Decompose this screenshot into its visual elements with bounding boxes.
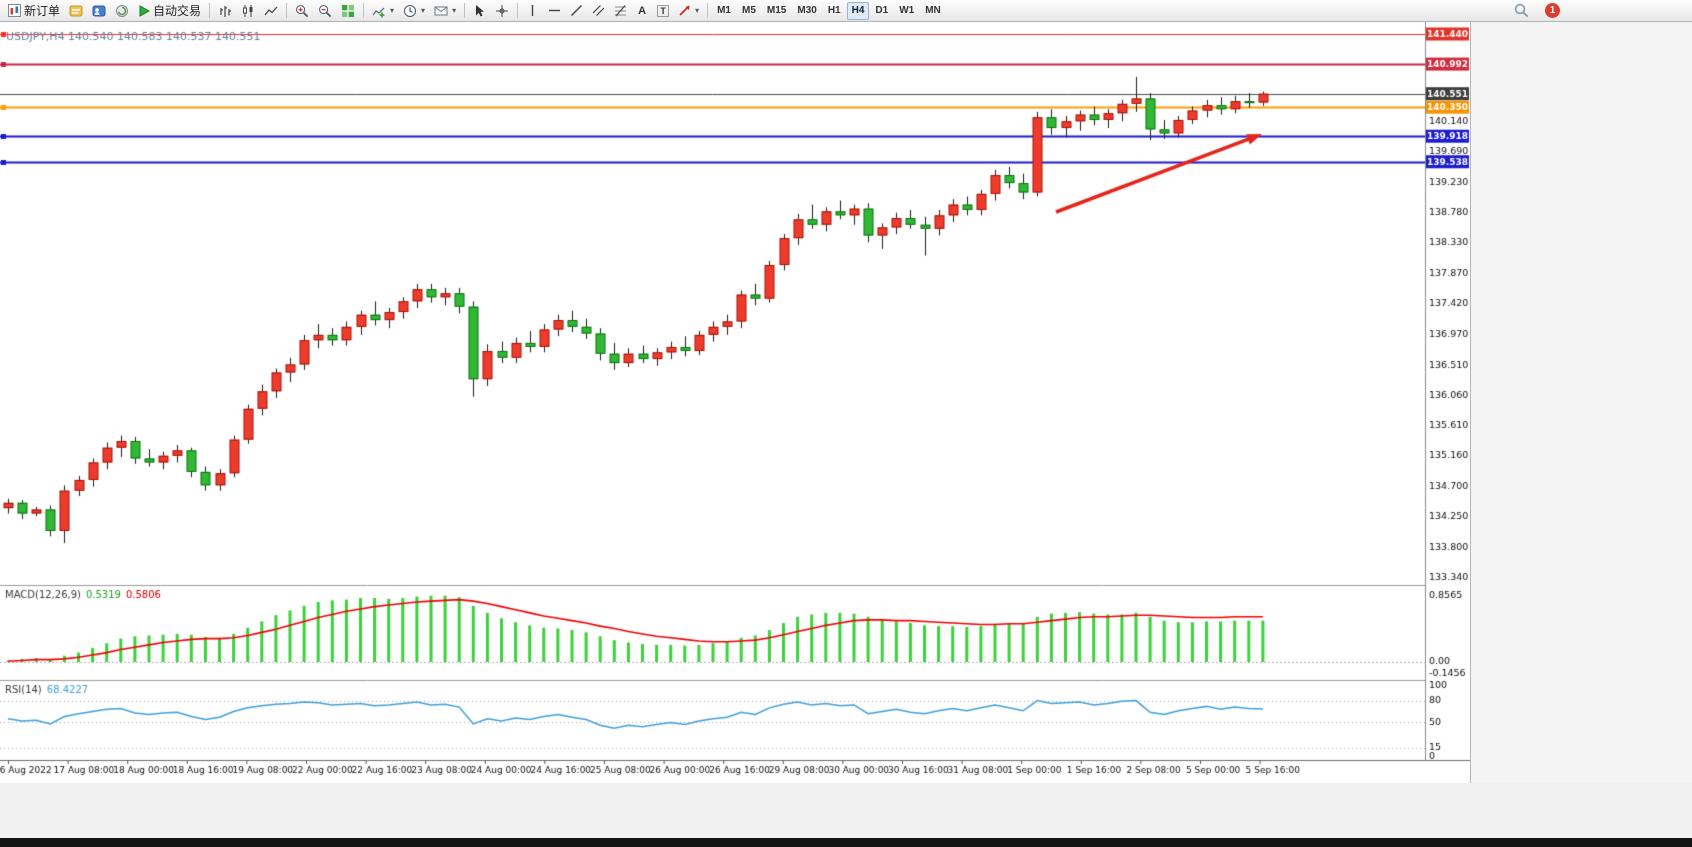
trendline-icon <box>571 5 583 16</box>
price-chart-canvas[interactable] <box>0 22 1470 783</box>
workspace-bottom-area <box>0 783 1692 838</box>
timeframe-h4-button[interactable]: H4 <box>846 1 870 20</box>
zoom-out-icon <box>319 4 332 17</box>
vertical-line-tool-button[interactable] <box>522 1 543 21</box>
cursor-button[interactable] <box>469 1 490 21</box>
new-order-label: 新订单 <box>24 4 61 18</box>
templates-icon <box>434 6 448 15</box>
autotrading-play-icon <box>139 4 151 17</box>
autotrading-button[interactable]: 自动交易 <box>134 1 205 21</box>
timeframe-m5-button[interactable]: M5 <box>737 2 761 20</box>
metaeditor-icon <box>69 5 83 16</box>
timeframe-h1-button[interactable]: H1 <box>823 2 846 20</box>
arrow-tool-icon <box>679 5 690 16</box>
templates-button[interactable]: ▾ <box>430 1 460 21</box>
toolbar-separator <box>286 3 288 18</box>
tile-windows-icon <box>342 4 355 17</box>
line-chart-button[interactable] <box>260 1 282 21</box>
periods-caret-icon: ▾ <box>421 6 426 15</box>
profiles-button[interactable] <box>88 1 110 21</box>
notification-badge[interactable]: 1 <box>1545 3 1560 18</box>
workspace-background <box>1471 22 1692 783</box>
cursor-icon <box>476 5 485 17</box>
toolbar-separator <box>209 3 211 18</box>
community-button[interactable] <box>111 1 133 21</box>
toolbar: 新订单 自动交易 <box>0 0 1692 22</box>
autotrading-label: 自动交易 <box>153 4 202 18</box>
tile-windows-button[interactable] <box>337 1 359 21</box>
arrows-caret-icon: ▾ <box>695 6 700 15</box>
horizontal-line-icon <box>549 9 561 12</box>
search-button[interactable] <box>1510 1 1533 21</box>
indicators-caret-icon: ▾ <box>390 6 395 15</box>
timeframe-m15-button[interactable]: M15 <box>762 2 791 20</box>
timeframe-m1-button[interactable]: M1 <box>712 2 736 20</box>
periods-clock-icon <box>404 4 417 17</box>
crosshair-button[interactable] <box>491 1 513 21</box>
fibonacci-icon <box>615 5 627 17</box>
bar-chart-icon <box>220 5 232 17</box>
toolbar-separator <box>517 3 519 18</box>
community-icon <box>116 4 129 17</box>
zoom-out-button[interactable] <box>314 1 336 21</box>
window-bottom-edge <box>0 838 1692 847</box>
bar-chart-button[interactable] <box>214 1 236 21</box>
timeframe-w1-button[interactable]: W1 <box>894 2 919 20</box>
text-tool-button[interactable]: A <box>632 1 652 21</box>
zoom-in-button[interactable] <box>291 1 313 21</box>
channel-tool-button[interactable] <box>588 1 609 21</box>
fibonacci-tool-button[interactable] <box>610 1 631 21</box>
metaeditor-button[interactable] <box>65 1 87 21</box>
templates-caret-icon: ▾ <box>452 6 457 15</box>
indicators-icon <box>372 7 385 17</box>
toolbar-separator <box>363 3 365 18</box>
line-chart-icon <box>264 6 278 15</box>
horizontal-line-tool-button[interactable] <box>544 1 565 21</box>
timeframe-mn-button[interactable]: MN <box>920 2 946 20</box>
toolbar-separator <box>707 3 709 18</box>
indicators-button[interactable]: ▾ <box>368 1 398 21</box>
timeframe-d1-button[interactable]: D1 <box>870 2 893 20</box>
channel-icon <box>592 5 605 16</box>
arrows-tool-button[interactable]: ▾ <box>674 1 703 21</box>
zoom-in-icon <box>296 4 309 17</box>
trendline-tool-button[interactable] <box>566 1 587 21</box>
new-order-icon <box>8 4 21 17</box>
search-icon <box>1514 3 1529 18</box>
vertical-line-icon <box>531 5 534 16</box>
text-label-tool-icon: T <box>657 4 669 17</box>
timeframe-m30-button[interactable]: M30 <box>792 2 821 20</box>
toolbar-separator <box>464 3 466 18</box>
toolbar-right-group: 1 <box>1510 1 1560 21</box>
candlestick-chart-button[interactable] <box>237 1 259 21</box>
candlestick-chart-icon <box>243 4 253 17</box>
profiles-icon <box>92 5 106 16</box>
text-tool-icon: A <box>638 4 647 17</box>
crosshair-icon <box>496 4 509 17</box>
periods-button[interactable]: ▾ <box>399 1 429 21</box>
chart-window <box>0 22 1471 784</box>
text-label-tool-button[interactable]: T <box>653 1 673 21</box>
new-order-button[interactable]: 新订单 <box>4 1 64 21</box>
